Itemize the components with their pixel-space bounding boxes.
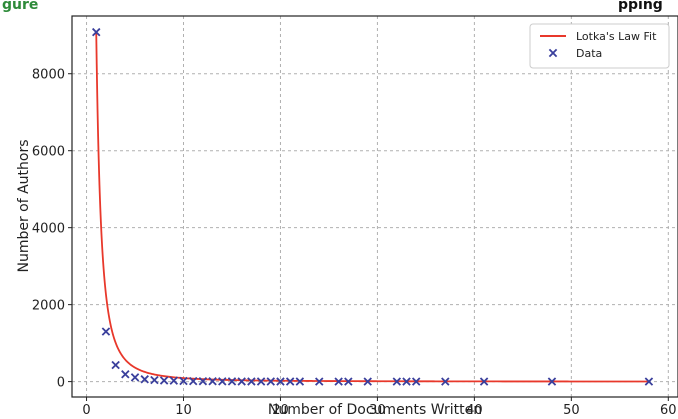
caption-fragment-left: gure (2, 0, 39, 13)
plot-background (72, 16, 678, 397)
legend-marker (548, 48, 558, 58)
data-point (644, 377, 654, 386)
data-point (237, 377, 246, 386)
data-point (198, 376, 208, 386)
marker-stroke (130, 373, 140, 382)
data-point (101, 327, 111, 336)
marker-stroke (227, 377, 237, 386)
marker-stroke (256, 377, 266, 386)
data-point (266, 377, 276, 386)
legend-data-label: Data (576, 47, 602, 60)
marker-stroke (208, 377, 217, 386)
marker-stroke (237, 377, 246, 386)
data-point (441, 377, 450, 386)
marker-stroke (218, 377, 227, 386)
marker-stroke (295, 377, 305, 386)
marker-stroke (150, 375, 159, 385)
marker-stroke (344, 377, 353, 386)
x-tick-label: 60 (660, 403, 677, 418)
y-tick-label: 8000 (32, 68, 65, 83)
plot-frame (71, 15, 678, 398)
y-tick-label: 6000 (32, 145, 65, 160)
marker-stroke (169, 376, 179, 385)
data-point (111, 360, 120, 370)
data-point (150, 375, 159, 385)
data-point (411, 377, 421, 386)
marker-stroke (140, 375, 149, 384)
marker-stroke (247, 377, 256, 386)
data-point (344, 377, 353, 386)
data-point (479, 377, 489, 386)
data-point (256, 377, 266, 386)
marker-stroke (644, 377, 654, 386)
marker-stroke (111, 360, 120, 370)
data-point (159, 376, 169, 385)
y-tick-label: 4000 (32, 222, 65, 237)
marker-stroke (479, 377, 489, 386)
marker-stroke (276, 377, 285, 386)
x-axis-label: Number of Documents Written (268, 402, 482, 418)
data-point (227, 377, 237, 386)
x-tick-label: 50 (563, 403, 580, 418)
y-axis-label: Number of Authors (16, 139, 32, 272)
marker-stroke (188, 376, 198, 386)
data-point (92, 27, 101, 37)
x-tick-label: 0 (82, 403, 90, 418)
data-point (169, 376, 179, 385)
marker-stroke (266, 377, 276, 386)
data-point (218, 377, 227, 386)
marker-stroke (198, 376, 208, 386)
data-point (315, 377, 324, 386)
data-point (363, 377, 372, 386)
data-point (130, 373, 140, 382)
legend-fit-label: Lotka's Law Fit (576, 30, 657, 43)
data-point (208, 377, 217, 386)
legend: Lotka's Law Fit Data (529, 23, 670, 69)
fit-line-layer (95, 32, 649, 383)
marker-stroke (547, 377, 557, 386)
data-point (285, 377, 295, 386)
fit-line (95, 32, 649, 383)
data-point (295, 377, 305, 386)
x-axis-ticks: 0 10 20 30 40 50 60 (82, 397, 677, 418)
x-tick-label: 10 (175, 403, 192, 418)
marker-stroke (121, 370, 130, 379)
marker-stroke (285, 377, 295, 386)
data-point (402, 377, 411, 386)
legend-data-swatch (548, 48, 558, 58)
data-point (179, 376, 188, 386)
x-tick-label: 20 (272, 403, 289, 418)
data-point (276, 377, 285, 386)
marker-stroke (179, 376, 188, 386)
data-markers (92, 27, 654, 386)
caption-fragment-right: pping (618, 0, 663, 13)
y-tick-label: 0 (57, 376, 65, 391)
data-point (547, 377, 557, 386)
data-point (188, 376, 198, 386)
marker-stroke (159, 376, 169, 385)
data-point (121, 370, 130, 379)
data-point (334, 377, 343, 386)
marker-stroke (548, 48, 558, 58)
marker-stroke (392, 377, 402, 386)
data-point (392, 377, 402, 386)
marker-stroke (411, 377, 421, 386)
marker-stroke (402, 377, 411, 386)
marker-stroke (315, 377, 324, 386)
marker-stroke (363, 377, 372, 386)
x-tick-label: 40 (466, 403, 483, 418)
y-axis-ticks: 0 2000 4000 6000 8000 (32, 68, 72, 391)
y-tick-label: 2000 (32, 299, 65, 314)
marker-stroke (101, 327, 111, 336)
marker-stroke (334, 377, 343, 386)
data-point (140, 375, 149, 384)
data-point (247, 377, 256, 386)
marker-stroke (92, 27, 101, 37)
marker-stroke (441, 377, 450, 386)
x-tick-label: 30 (369, 403, 386, 418)
